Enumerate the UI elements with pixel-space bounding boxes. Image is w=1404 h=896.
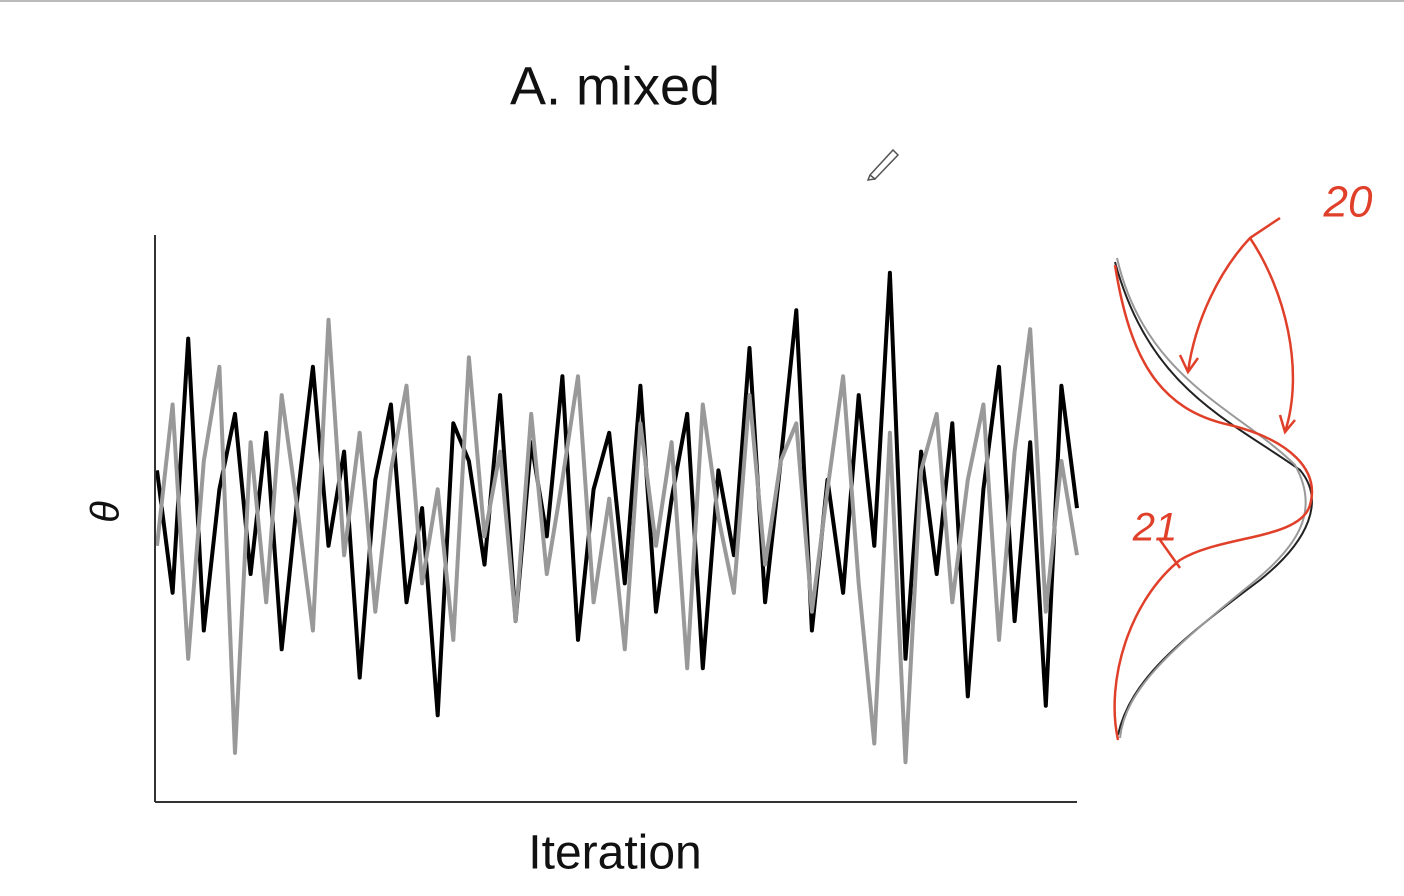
red-sketch xyxy=(1113,264,1313,741)
trace-line xyxy=(155,270,1079,718)
red-arrows xyxy=(1158,216,1296,569)
plot-area xyxy=(155,270,1079,765)
trace-line xyxy=(155,317,1079,765)
x-axis-label: Iteration xyxy=(528,827,701,880)
y-axis-label: θ xyxy=(84,501,128,523)
annotation: 21 xyxy=(1132,506,1178,550)
chart-title: A. mixed xyxy=(510,56,720,116)
pencil-cursor xyxy=(866,148,900,181)
annotation: 20 xyxy=(1323,178,1373,227)
